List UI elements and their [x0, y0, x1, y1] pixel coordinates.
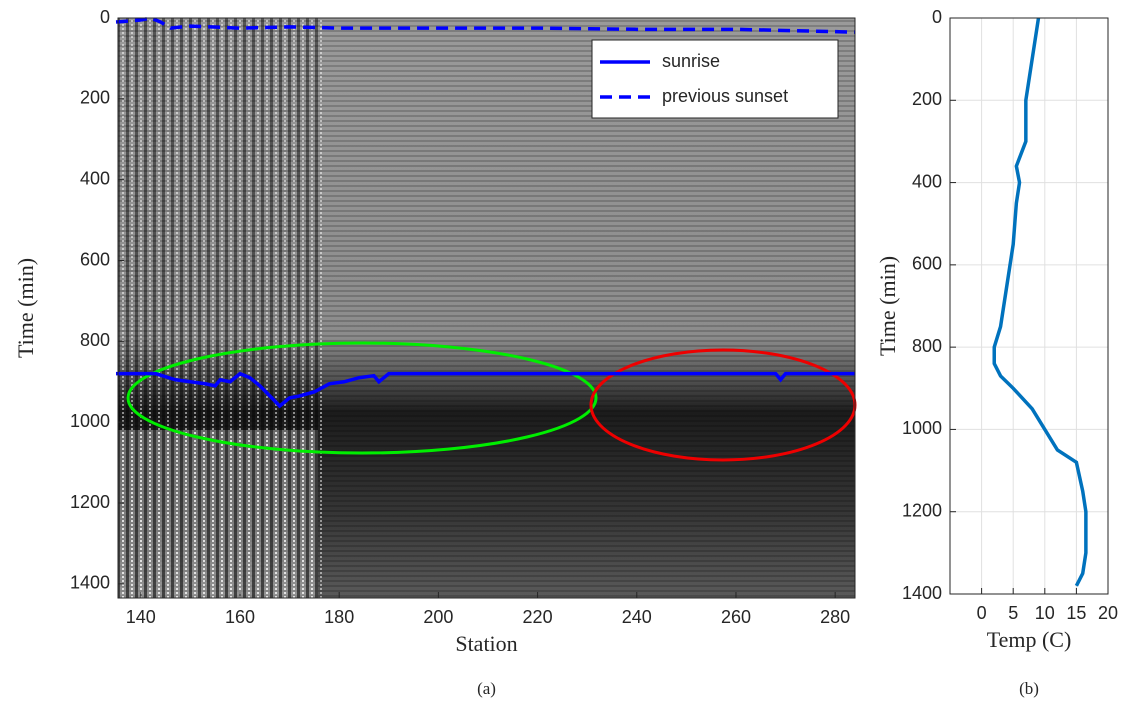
- x-tick-label: 240: [622, 607, 652, 627]
- x-tick-label: 15: [1066, 603, 1086, 623]
- plot-frame: [117, 17, 856, 599]
- y-tick-label: 1200: [902, 500, 942, 520]
- legend: sunrise previous sunset: [591, 39, 839, 119]
- y-tick-label: 1400: [70, 573, 110, 593]
- y-tick-label: 200: [80, 88, 110, 108]
- x-axis-label: Station: [455, 631, 517, 656]
- y-tick-label: 800: [80, 330, 110, 350]
- caption: (a): [477, 679, 496, 698]
- y-tick-label: 1000: [902, 418, 942, 438]
- x-tick-label: 200: [423, 607, 453, 627]
- legend-label: sunrise: [662, 51, 720, 71]
- data-line: [116, 371, 855, 409]
- data-line: [992, 17, 1088, 587]
- y-tick-label: 1200: [70, 492, 110, 512]
- y-tick-label: 600: [912, 254, 942, 274]
- y-tick-label: 200: [912, 89, 942, 109]
- x-tick-label: 20: [1098, 603, 1118, 623]
- y-tick-label: 800: [912, 336, 942, 356]
- y-tick-label: 1000: [70, 411, 110, 431]
- highlight-ellipse: [126, 341, 598, 455]
- legend-box: [591, 39, 839, 119]
- x-tick-label: 140: [126, 607, 156, 627]
- x-tick-label: 160: [225, 607, 255, 627]
- y-axis-label: Time (min): [875, 256, 900, 356]
- x-tick-label: 220: [523, 607, 553, 627]
- x-axis-label: Temp (C): [987, 627, 1072, 652]
- y-tick-label: 0: [932, 7, 942, 27]
- x-tick-label: 260: [721, 607, 751, 627]
- caption: (b): [1019, 679, 1039, 698]
- y-tick-label: 400: [912, 171, 942, 191]
- y-tick-label: 400: [80, 168, 110, 188]
- y-tick-label: 0: [100, 7, 110, 27]
- x-tick-label: 180: [324, 607, 354, 627]
- y-tick-label: 600: [80, 249, 110, 269]
- x-tick-label: 5: [1008, 603, 1018, 623]
- x-tick-label: 10: [1035, 603, 1055, 623]
- y-axis-label: Time (min): [13, 258, 38, 358]
- x-tick-label: 0: [977, 603, 987, 623]
- y-tick-label: 1400: [902, 583, 942, 603]
- legend-label: previous sunset: [662, 86, 788, 106]
- x-tick-label: 280: [820, 607, 850, 627]
- plot-frame: [949, 17, 1109, 595]
